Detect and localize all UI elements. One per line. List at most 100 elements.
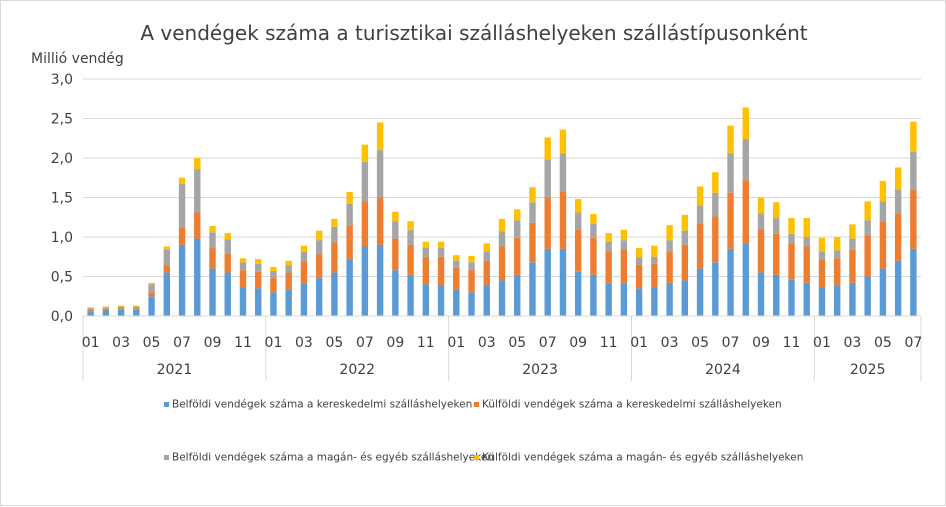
legend-label: Belföldi vendégek száma a kereskedelmi s… xyxy=(172,399,472,411)
bar-segment-series-4 xyxy=(666,225,673,241)
year-tick-label: 2024 xyxy=(705,362,741,378)
bar-segment-series-4 xyxy=(315,230,323,241)
bar-segment-series-1 xyxy=(803,282,810,316)
bar-segment-series-1 xyxy=(590,274,597,316)
bar-segment-series-1 xyxy=(742,243,749,316)
month-tick-label: 07 xyxy=(904,335,922,351)
bar-segment-series-3 xyxy=(224,239,231,254)
bar-segment-series-1 xyxy=(285,289,292,316)
bar-segment-series-4 xyxy=(163,246,170,250)
bar-segment-series-3 xyxy=(315,240,323,255)
bar-segment-series-2 xyxy=(712,216,719,263)
bar-segment-series-1 xyxy=(574,271,582,316)
bar-segment-series-4 xyxy=(757,197,765,214)
bar-segment-series-3 xyxy=(178,184,186,228)
month-tick-label: 03 xyxy=(844,335,862,351)
bar-segment-series-2 xyxy=(194,212,201,239)
bar-segment-series-4 xyxy=(102,306,110,308)
bar-segment-series-3 xyxy=(483,251,490,261)
bar-segment-series-3 xyxy=(635,257,643,265)
bar-segment-series-2 xyxy=(666,251,673,283)
bar-segment-series-3 xyxy=(346,203,353,226)
bar-segment-series-2 xyxy=(392,238,399,271)
bar-segment-series-4 xyxy=(270,267,277,271)
bar-segment-series-4 xyxy=(407,221,414,230)
bar-segment-series-2 xyxy=(315,254,323,279)
bar-segment-series-3 xyxy=(712,192,719,217)
bar-segment-series-4 xyxy=(346,191,353,204)
y-axis-ticks: 0,0 0,5 1,0 1,5 2,0 2,5 3,0 xyxy=(51,72,73,325)
bar-segment-series-3 xyxy=(574,212,582,230)
bar-segment-series-1 xyxy=(483,285,490,316)
bar-segment-series-1 xyxy=(651,287,658,316)
bar-segment-series-3 xyxy=(392,221,399,239)
bar-segment-series-3 xyxy=(834,250,841,259)
bar-segment-series-1 xyxy=(361,246,369,316)
bar-segment-series-4 xyxy=(620,229,628,241)
bar-segment-series-2 xyxy=(331,242,338,273)
bar-segment-series-2 xyxy=(102,308,110,311)
bar-segment-series-4 xyxy=(117,305,125,307)
gridlines xyxy=(83,78,921,277)
bar-segment-series-4 xyxy=(285,260,292,266)
month-tick-label: 11 xyxy=(783,335,801,351)
bar-segment-series-4 xyxy=(712,172,719,193)
bar-segment-series-2 xyxy=(879,221,887,269)
month-tick-label: 05 xyxy=(691,335,709,351)
bar-segment-series-2 xyxy=(742,180,749,244)
bar-segment-series-2 xyxy=(590,237,597,275)
bar-segment-series-2 xyxy=(300,261,308,283)
bar-segment-series-4 xyxy=(696,186,704,206)
month-tick-label: 01 xyxy=(630,335,648,351)
bar-segment-series-1 xyxy=(559,248,567,316)
bar-segment-series-1 xyxy=(894,260,902,316)
bar-segment-series-1 xyxy=(468,292,475,316)
bar-segment-series-1 xyxy=(422,284,430,316)
bar-segment-series-2 xyxy=(133,308,140,310)
bar-segment-series-2 xyxy=(788,243,795,280)
bar-segment-series-3 xyxy=(148,284,155,293)
month-tick-label: 09 xyxy=(386,335,404,351)
bar-segment-series-2 xyxy=(910,189,917,249)
month-tick-label: 09 xyxy=(204,335,222,351)
bar-segment-series-3 xyxy=(910,151,917,190)
bar-segment-series-2 xyxy=(559,191,567,249)
bar-segment-series-3 xyxy=(437,248,445,257)
bar-segment-series-4 xyxy=(879,180,887,202)
month-tick-label: 11 xyxy=(417,335,435,351)
bar-segment-series-4 xyxy=(148,282,155,285)
bar-segment-series-2 xyxy=(635,264,643,289)
bar-segment-series-3 xyxy=(117,306,125,309)
bar-segment-series-4 xyxy=(849,224,856,239)
bar-segment-series-3 xyxy=(361,161,369,202)
bar-segment-series-1 xyxy=(178,244,186,316)
bar-segment-series-3 xyxy=(727,153,734,193)
bar-segment-series-4 xyxy=(178,177,186,185)
bar-segment-series-4 xyxy=(910,121,917,152)
bar-segment-series-2 xyxy=(498,246,506,281)
bar-segment-series-1 xyxy=(788,279,795,316)
bar-segment-series-3 xyxy=(255,263,262,272)
bar-segment-series-1 xyxy=(453,289,460,316)
bar-segment-series-2 xyxy=(346,225,353,260)
bar-segment-series-3 xyxy=(239,262,247,271)
bar-segment-series-1 xyxy=(255,288,262,316)
bar-segment-series-2 xyxy=(117,308,125,310)
bar-segment-series-3 xyxy=(422,248,430,257)
bar-segment-series-4 xyxy=(437,241,445,249)
bar-segment-series-4 xyxy=(574,199,582,213)
legend-swatch xyxy=(474,402,479,407)
bar-segment-series-2 xyxy=(803,246,810,283)
y-tick-label: 1,5 xyxy=(51,191,73,207)
bar-segment-series-3 xyxy=(757,213,765,230)
bar-segment-series-3 xyxy=(529,202,536,223)
bar-segment-series-2 xyxy=(696,223,704,269)
bar-segment-series-4 xyxy=(651,245,658,257)
bar-segment-series-3 xyxy=(163,249,170,266)
bar-segment-series-2 xyxy=(255,271,262,289)
bar-segment-series-3 xyxy=(514,220,521,238)
bar-segment-series-2 xyxy=(163,265,170,273)
bar-segment-series-1 xyxy=(712,262,719,316)
bar-segment-series-4 xyxy=(392,211,399,222)
